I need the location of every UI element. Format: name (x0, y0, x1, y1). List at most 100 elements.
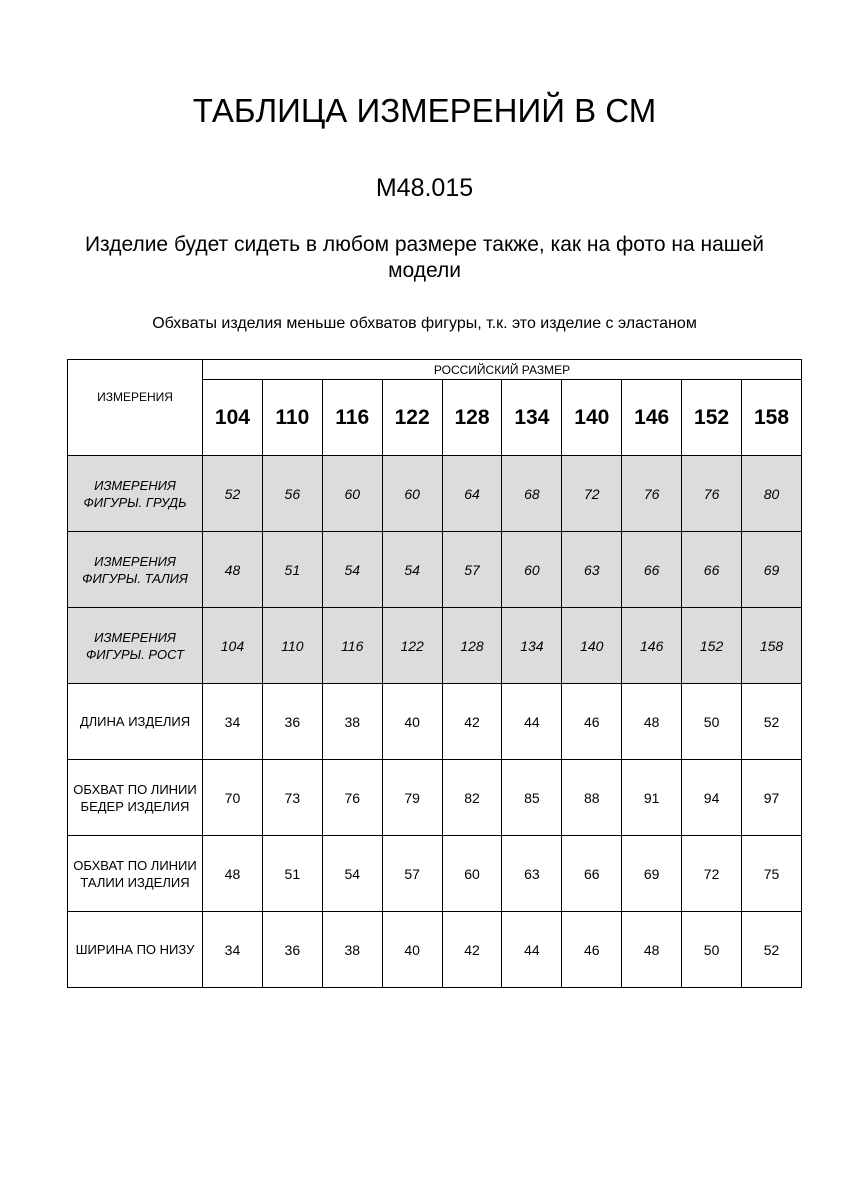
value-cell: 51 (261, 835, 323, 912)
value-cell: 51 (261, 531, 323, 608)
row-label: ИЗМЕРЕНИЯ ФИГУРЫ. ТАЛИЯ (67, 531, 203, 608)
table-row: ОБХВАТ ПО ЛИНИИ БЕДЕР ИЗДЕЛИЯ 70 73 76 79 82 8… (67, 759, 802, 836)
value-cell: 97 (741, 759, 802, 836)
size-header: 140 (561, 379, 623, 456)
value-cell: 54 (381, 531, 443, 608)
row-label: ОБХВАТ ПО ЛИНИИ БЕДЕР ИЗДЕЛИЯ (67, 759, 203, 836)
value-cell: 110 (261, 607, 323, 684)
value-cell: 36 (261, 911, 323, 988)
value-cell: 76 (621, 455, 683, 532)
value-cell: 52 (741, 911, 802, 988)
value-cell: 38 (321, 683, 383, 760)
size-header: 128 (441, 379, 503, 456)
group-header: РОССИЙСКИЙ РАЗМЕР (202, 359, 802, 380)
value-cell: 48 (621, 683, 683, 760)
value-cell: 40 (381, 683, 443, 760)
value-cell: 40 (381, 911, 443, 988)
value-cell: 146 (621, 607, 683, 684)
value-cell: 85 (501, 759, 563, 836)
value-cell: 88 (561, 759, 623, 836)
size-header: 122 (381, 379, 443, 456)
value-cell: 52 (202, 455, 263, 532)
size-header: 116 (321, 379, 383, 456)
value-cell: 66 (681, 531, 743, 608)
value-cell: 134 (501, 607, 563, 684)
value-cell: 140 (561, 607, 623, 684)
value-cell: 63 (501, 835, 563, 912)
value-cell: 57 (381, 835, 443, 912)
value-cell: 70 (202, 759, 263, 836)
value-cell: 91 (621, 759, 683, 836)
value-cell: 48 (621, 911, 683, 988)
table-row: ШИРИНА ПО НИЗУ 34 36 38 40 42 44 46 48 50 52 (67, 911, 802, 988)
value-cell: 60 (321, 455, 383, 532)
value-cell: 72 (681, 835, 743, 912)
value-cell: 82 (441, 759, 503, 836)
value-cell: 46 (561, 911, 623, 988)
measurements-table: ИЗМЕРЕНИЯ РОССИЙСКИЙ РАЗМЕР 104 110 116 122… (67, 359, 802, 988)
row-label: ОБХВАТ ПО ЛИНИИ ТАЛИИ ИЗДЕЛИЯ (67, 835, 203, 912)
value-cell: 54 (321, 531, 383, 608)
value-cell: 94 (681, 759, 743, 836)
row-label: ИЗМЕРЕНИЯ ФИГУРЫ. ГРУДЬ (67, 455, 203, 532)
size-header: 146 (621, 379, 683, 456)
value-cell: 73 (261, 759, 323, 836)
value-cell: 52 (741, 683, 802, 760)
value-cell: 116 (321, 607, 383, 684)
value-cell: 104 (202, 607, 263, 684)
fit-note: Изделие будет сидеть в любом размере так… (84, 233, 765, 282)
value-cell: 34 (202, 911, 263, 988)
value-cell: 63 (561, 531, 623, 608)
size-header: 110 (261, 379, 323, 456)
value-cell: 66 (621, 531, 683, 608)
value-cell: 68 (501, 455, 563, 532)
value-cell: 122 (381, 607, 443, 684)
row-label: ИЗМЕРЕНИЯ ФИГУРЫ. РОСТ (67, 607, 203, 684)
value-cell: 75 (741, 835, 802, 912)
size-header: 152 (681, 379, 743, 456)
value-cell: 128 (441, 607, 503, 684)
value-cell: 60 (381, 455, 443, 532)
value-cell: 38 (321, 911, 383, 988)
value-cell: 36 (261, 683, 323, 760)
value-cell: 50 (681, 911, 743, 988)
table-row: ИЗМЕРЕНИЯ ФИГУРЫ. ТАЛИЯ 48 51 54 54 57 60 63 66 6… (67, 531, 802, 608)
value-cell: 56 (261, 455, 323, 532)
row-label: ДЛИНА ИЗДЕЛИЯ (67, 683, 203, 760)
value-cell: 69 (621, 835, 683, 912)
value-cell: 34 (202, 683, 263, 760)
value-cell: 42 (441, 683, 503, 760)
value-cell: 57 (441, 531, 503, 608)
value-cell: 44 (501, 911, 563, 988)
value-cell: 158 (741, 607, 802, 684)
value-cell: 76 (681, 455, 743, 532)
value-cell: 60 (501, 531, 563, 608)
value-cell: 46 (561, 683, 623, 760)
size-header: 134 (501, 379, 563, 456)
table-row: ДЛИНА ИЗДЕЛИЯ 34 36 38 40 42 44 46 48 50 52 (67, 683, 802, 760)
value-cell: 80 (741, 455, 802, 532)
table-row: ИЗМЕРЕНИЯ ФИГУРЫ. РОСТ 104 110 116 122 128 134… (67, 607, 802, 684)
value-cell: 50 (681, 683, 743, 760)
corner-header: ИЗМЕРЕНИЯ (67, 359, 203, 456)
table-row: ОБХВАТ ПО ЛИНИИ ТАЛИИ ИЗДЕЛИЯ 48 51 54 57 60 6… (67, 835, 802, 912)
page-title: ТАБЛИЦА ИЗМЕРЕНИЙ В СМ (192, 92, 657, 129)
value-cell: 60 (441, 835, 503, 912)
value-cell: 79 (381, 759, 443, 836)
value-cell: 48 (202, 835, 263, 912)
value-cell: 69 (741, 531, 802, 608)
product-code: М48.015 (375, 174, 474, 202)
value-cell: 42 (441, 911, 503, 988)
value-cell: 152 (681, 607, 743, 684)
value-cell: 64 (441, 455, 503, 532)
table-row: ИЗМЕРЕНИЯ ФИГУРЫ. ГРУДЬ 52 56 60 60 64 68 72 76 7… (67, 455, 802, 532)
size-header: 158 (741, 379, 802, 456)
value-cell: 54 (321, 835, 383, 912)
size-header: 104 (202, 379, 263, 456)
value-cell: 44 (501, 683, 563, 760)
value-cell: 76 (321, 759, 383, 836)
row-label: ШИРИНА ПО НИЗУ (67, 911, 203, 988)
value-cell: 48 (202, 531, 263, 608)
value-cell: 66 (561, 835, 623, 912)
